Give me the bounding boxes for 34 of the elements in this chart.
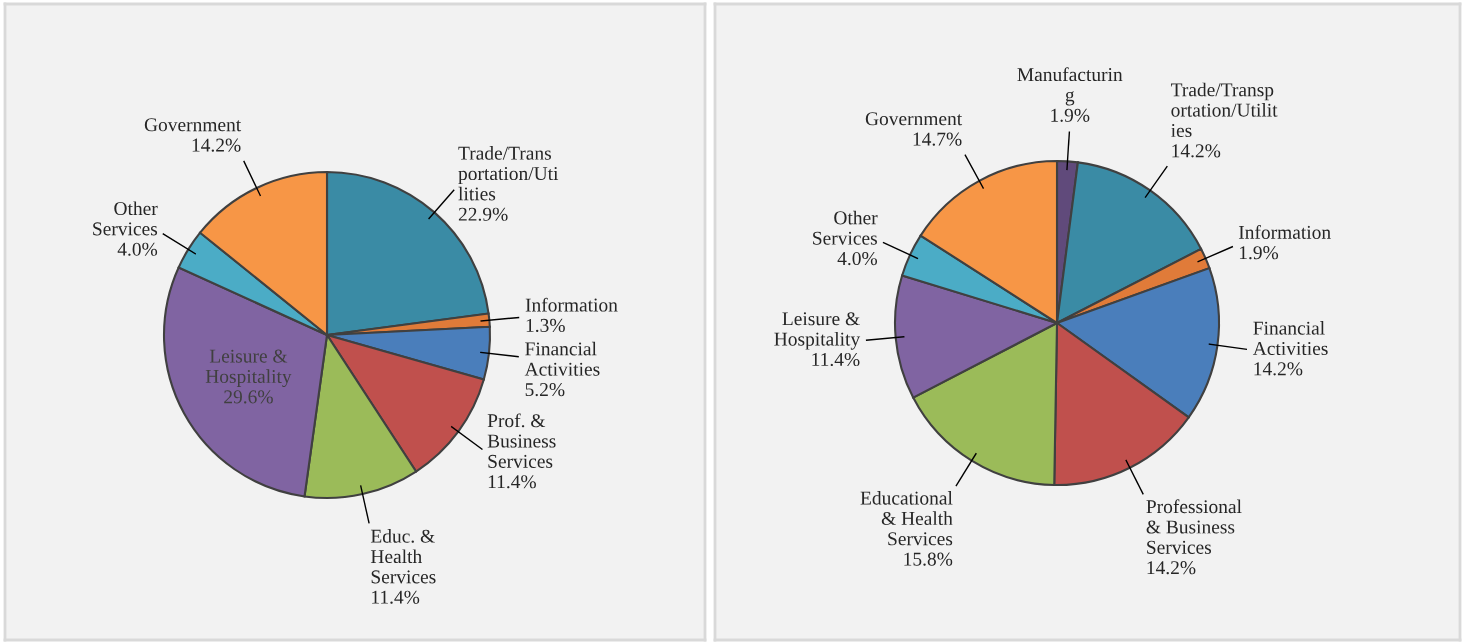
data-label: 14.2% bbox=[1172, 144, 1221, 158]
slice-label: Leisure & Hospitality bbox=[774, 312, 861, 350]
data-label: 14.2% bbox=[192, 138, 241, 152]
data-label: 22.9% bbox=[458, 207, 508, 221]
slice-label: Other Services bbox=[813, 210, 878, 245]
data-label: 1.3% bbox=[526, 318, 565, 333]
data-label: 14.7% bbox=[913, 132, 962, 146]
slice-label: Government bbox=[144, 118, 242, 132]
data-label: 14.2% bbox=[1147, 561, 1196, 575]
slice-label: Leisure & Hospitality bbox=[205, 349, 292, 388]
slice-label: Financial Activities bbox=[1252, 321, 1328, 356]
slice-label: Educ. & Health Services bbox=[370, 529, 436, 584]
slice-label: Trade/Trans portation/Uti lities bbox=[458, 146, 559, 201]
slice-label: Professional & Business Services bbox=[1146, 499, 1242, 554]
data-label: 11.4% bbox=[372, 590, 420, 604]
data-label: 14.2% bbox=[1254, 362, 1303, 376]
data-label: 1.9% bbox=[1239, 246, 1279, 260]
slice-label: Government bbox=[865, 112, 963, 126]
data-label: 15.8% bbox=[904, 552, 953, 566]
slice-label: Other Services bbox=[93, 201, 158, 236]
slice-label: Manufacturin g bbox=[1017, 67, 1123, 106]
data-label: 29.6% bbox=[224, 390, 273, 404]
slice-label: Prof. & Business Services bbox=[487, 413, 556, 468]
data-label: 4.0% bbox=[117, 242, 158, 256]
slice-label: Information bbox=[1238, 225, 1331, 239]
data-label: 11.4% bbox=[488, 475, 536, 489]
data-label: 5.2% bbox=[525, 382, 565, 397]
data-label: 11.4% bbox=[812, 352, 860, 367]
slice-label: Financial Activities bbox=[524, 341, 600, 376]
slice-label: Educational & Health Services bbox=[860, 491, 953, 546]
data-label: 4.0% bbox=[837, 251, 878, 266]
data-label: 1.9% bbox=[1051, 108, 1090, 122]
slice-label: Information bbox=[525, 297, 618, 312]
slice-label: Trade/Transp ortation/Utilit ies bbox=[1171, 82, 1278, 138]
